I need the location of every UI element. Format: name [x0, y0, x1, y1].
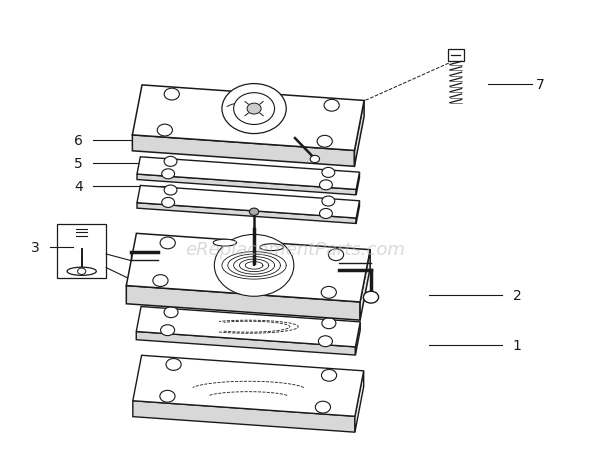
- Text: 7: 7: [536, 78, 545, 91]
- Polygon shape: [126, 234, 370, 302]
- Bar: [57, 224, 106, 279]
- Polygon shape: [136, 332, 355, 355]
- Circle shape: [160, 237, 175, 249]
- Circle shape: [250, 209, 259, 216]
- Polygon shape: [137, 157, 359, 190]
- Circle shape: [363, 291, 379, 303]
- Polygon shape: [132, 86, 364, 151]
- Circle shape: [160, 391, 175, 402]
- Circle shape: [164, 307, 178, 318]
- Circle shape: [329, 249, 343, 261]
- Text: 1: 1: [513, 338, 522, 352]
- Polygon shape: [126, 286, 360, 320]
- Circle shape: [234, 94, 274, 125]
- Polygon shape: [136, 307, 360, 347]
- Ellipse shape: [213, 240, 237, 246]
- Circle shape: [315, 401, 330, 413]
- Polygon shape: [133, 401, 355, 432]
- Circle shape: [160, 325, 175, 336]
- Circle shape: [166, 359, 181, 370]
- Text: 2: 2: [513, 288, 522, 302]
- Ellipse shape: [260, 244, 283, 251]
- Polygon shape: [133, 356, 363, 416]
- Circle shape: [310, 156, 320, 163]
- Circle shape: [78, 269, 86, 275]
- Circle shape: [157, 125, 172, 137]
- Polygon shape: [137, 203, 356, 224]
- Text: eReplacementParts.com: eReplacementParts.com: [185, 241, 405, 259]
- Circle shape: [317, 136, 332, 148]
- Circle shape: [319, 336, 332, 347]
- Circle shape: [320, 180, 332, 190]
- Text: 3: 3: [31, 241, 40, 255]
- Polygon shape: [132, 135, 355, 167]
- Circle shape: [320, 209, 332, 219]
- Circle shape: [247, 104, 261, 115]
- Circle shape: [162, 198, 175, 208]
- Circle shape: [164, 157, 177, 167]
- Polygon shape: [355, 101, 364, 167]
- Circle shape: [164, 185, 177, 196]
- Polygon shape: [355, 322, 360, 355]
- Polygon shape: [355, 371, 363, 432]
- Circle shape: [324, 100, 339, 112]
- Circle shape: [214, 235, 294, 297]
- Text: 5: 5: [74, 157, 83, 171]
- Circle shape: [222, 84, 286, 134]
- Circle shape: [164, 89, 179, 101]
- Circle shape: [162, 169, 175, 179]
- Text: 4: 4: [74, 179, 83, 193]
- Bar: [448, 50, 464, 62]
- Circle shape: [153, 275, 168, 287]
- Circle shape: [322, 196, 335, 207]
- Polygon shape: [137, 186, 359, 218]
- Polygon shape: [356, 202, 359, 224]
- Polygon shape: [137, 175, 356, 196]
- Text: 6: 6: [74, 134, 83, 148]
- Polygon shape: [360, 250, 370, 320]
- Circle shape: [322, 369, 337, 381]
- Polygon shape: [356, 173, 359, 196]
- Ellipse shape: [67, 268, 96, 276]
- Circle shape: [322, 168, 335, 178]
- Circle shape: [322, 318, 336, 329]
- Circle shape: [321, 287, 336, 299]
